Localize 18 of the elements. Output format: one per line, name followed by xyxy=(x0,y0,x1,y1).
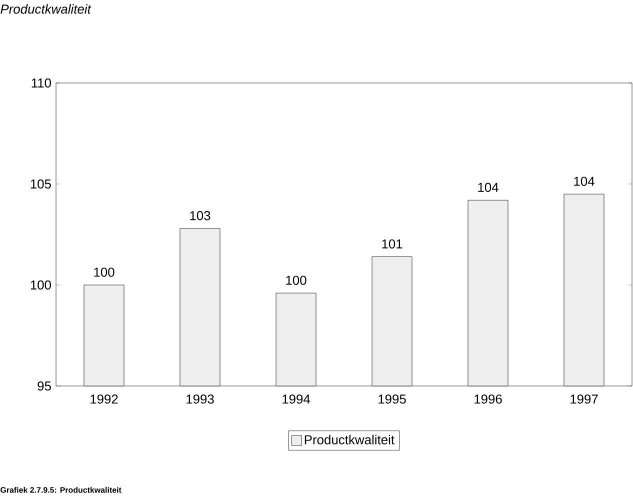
y-tick-label: 95 xyxy=(38,381,51,391)
data-label: 104 xyxy=(574,176,594,186)
data-label: 101 xyxy=(382,239,402,249)
legend-label: Productkwaliteit xyxy=(304,434,394,444)
y-tick-label: 105 xyxy=(30,179,51,189)
y-tick-label: 110 xyxy=(32,78,51,88)
x-tick-label: 1996 xyxy=(474,394,502,404)
x-tick-label: 1993 xyxy=(186,394,214,404)
x-tick-label: 1995 xyxy=(378,394,406,404)
data-label: 100 xyxy=(286,276,306,285)
chart-title: Productkwaliteit xyxy=(0,4,92,14)
data-label: 104 xyxy=(478,182,498,192)
x-tick-label: 1992 xyxy=(90,394,118,404)
y-tick-label: 100 xyxy=(30,280,51,290)
data-label: 103 xyxy=(190,211,210,220)
x-tick-label: 1994 xyxy=(282,394,310,404)
data-label: 100 xyxy=(94,268,114,277)
x-tick-label: 1997 xyxy=(570,394,598,404)
